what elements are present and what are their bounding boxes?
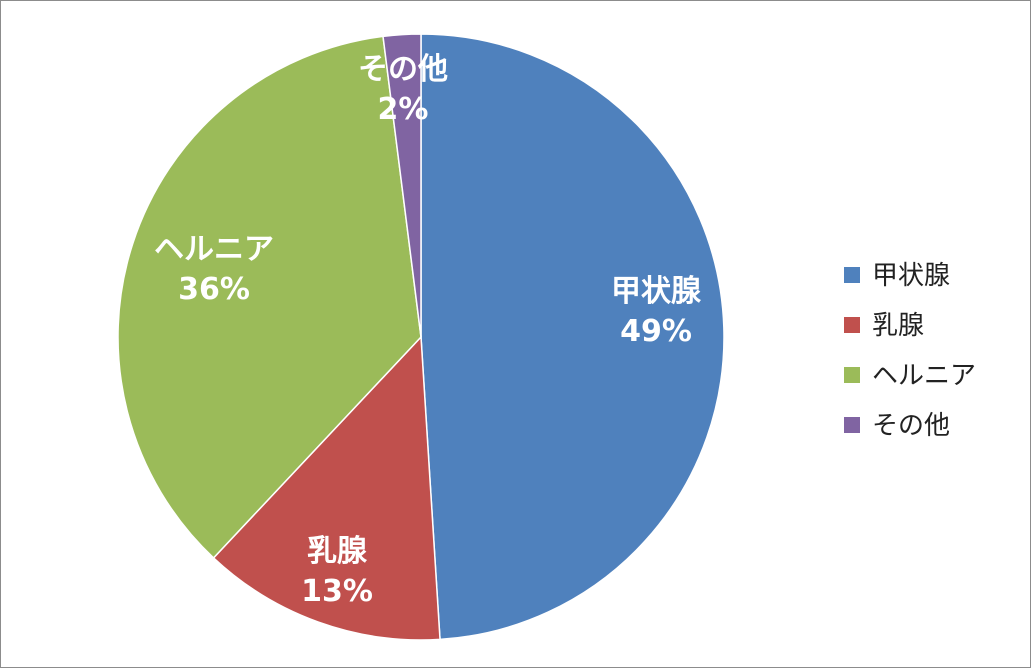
legend-swatch-2 (844, 367, 860, 383)
slice-label-3: その他 2% (358, 52, 448, 127)
legend-label-3: その他 (872, 411, 950, 441)
slice-category-label: 乳腺 (307, 534, 368, 569)
legend-label-2: ヘルニア (872, 361, 976, 391)
pie-slice-3 (382, 33, 422, 338)
slice-percent-label: 49% (620, 314, 692, 349)
pie-slices (117, 33, 725, 641)
pie-slice-2 (117, 35, 422, 559)
legend-swatch-1 (844, 317, 860, 333)
slice-category-label: ヘルニア (154, 232, 274, 267)
legend-swatch-0 (844, 267, 860, 283)
slice-label-2: ヘルニア 36% (154, 232, 274, 307)
legend-label-1: 乳腺 (872, 311, 924, 341)
slice-label-0: 甲状腺 49% (611, 274, 702, 349)
legend-swatch-3 (844, 417, 860, 433)
legend-label-0: 甲状腺 (872, 261, 950, 291)
slice-percent-label: 13% (301, 574, 373, 609)
slice-label-1: 乳腺 13% (301, 534, 373, 609)
slice-category-label: その他 (358, 52, 448, 87)
slice-percent-label: 2% (378, 92, 429, 127)
slice-category-label: 甲状腺 (611, 274, 702, 309)
slice-labels: 甲状腺 49% 乳腺 13% ヘルニア 36% その他 2% (154, 52, 702, 609)
pie-slice-0 (420, 33, 725, 641)
slice-percent-label: 36% (178, 272, 250, 307)
pie-slice-1 (212, 335, 441, 641)
